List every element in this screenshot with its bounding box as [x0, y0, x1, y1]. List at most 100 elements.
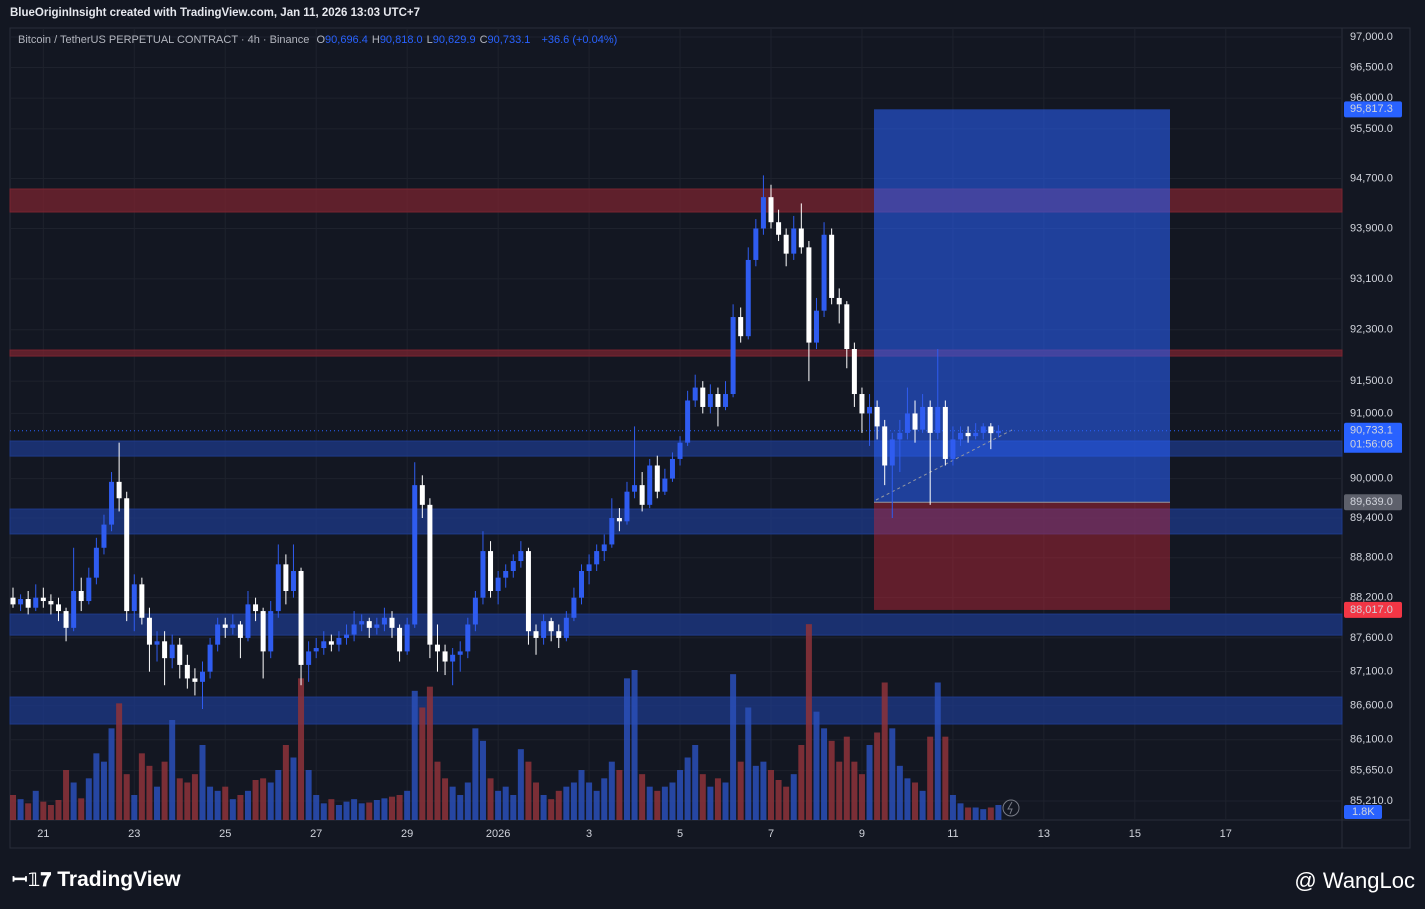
candle-body [10, 597, 16, 605]
candle-body [146, 617, 152, 645]
candle-body [541, 621, 547, 638]
candle-body [958, 432, 963, 440]
candle-body [419, 485, 425, 505]
y-tick-label: 92,300.0 [1350, 324, 1393, 336]
candle-body [995, 430, 1001, 434]
candle-body [525, 551, 531, 632]
volume-bar [775, 780, 782, 820]
candle-body [177, 644, 183, 665]
x-tick-label: 11 [947, 828, 958, 840]
candle-body [33, 597, 39, 608]
volume-bar [927, 736, 934, 820]
brand-logo[interactable]: ꟷ𝟙𝟕 TradingView [12, 866, 181, 892]
countdown: 01:56:06 [1350, 439, 1393, 451]
y-tick-label: 85,210.0 [1350, 795, 1393, 807]
candle-body [556, 631, 562, 638]
volume-bar [17, 799, 24, 820]
y-tick-label: 89,400.0 [1350, 512, 1393, 524]
volume-bar [108, 728, 115, 820]
volume-bar [419, 707, 426, 820]
candle-body [230, 624, 236, 628]
volume-bar [646, 786, 653, 820]
x-tick-label: 27 [310, 828, 322, 840]
candle-body [86, 577, 92, 602]
candle-body [450, 654, 456, 662]
candle-body [776, 222, 782, 235]
candle-body [723, 394, 729, 407]
volume-bar [176, 778, 183, 820]
volume-bar [487, 778, 494, 820]
candle-body [874, 406, 880, 427]
x-tick-label: 23 [128, 828, 140, 840]
candle-body [844, 304, 850, 349]
volume-bar [593, 790, 600, 820]
volume-bar [707, 786, 714, 820]
candle-body [768, 197, 774, 223]
y-tick-label: 87,100.0 [1350, 666, 1393, 678]
candle-body [124, 498, 130, 612]
volume-bar [184, 782, 191, 820]
y-tick-label: 86,100.0 [1350, 734, 1393, 746]
volume-bar [305, 770, 312, 820]
candle-body [488, 551, 494, 592]
volume-bar [199, 745, 206, 820]
volume-bar [63, 770, 70, 820]
volume-bar [896, 765, 903, 820]
candle-body [616, 518, 622, 522]
candle-body [268, 611, 274, 652]
volume-label-box [1344, 805, 1382, 819]
y-tick-label: 95,500.0 [1350, 123, 1393, 135]
candle-body [973, 432, 979, 437]
candle-body [40, 597, 46, 602]
y-tick-label: 88,800.0 [1350, 552, 1393, 564]
brand-icon: ꟷ𝟙𝟕 [12, 870, 52, 891]
price-label-box [1344, 101, 1402, 118]
volume-bar [123, 774, 130, 820]
volume-bar [138, 753, 145, 820]
candle-body [495, 577, 501, 592]
x-tick-label: 3 [586, 828, 592, 840]
volume-bar [222, 786, 229, 820]
volume-bar [813, 711, 820, 820]
alert-icon[interactable] [1002, 799, 1020, 817]
candle-body [859, 394, 865, 414]
volume-bar [381, 798, 388, 820]
candle-body [571, 597, 577, 618]
y-tick-label: 86,600.0 [1350, 700, 1393, 712]
candle-body [927, 406, 933, 433]
candle-body [154, 641, 160, 645]
volume-bar [540, 795, 547, 820]
candle-body [942, 406, 948, 459]
symbol: Bitcoin / TetherUS PERPETUAL CONTRACT · … [18, 34, 310, 46]
volume-bar [745, 707, 752, 820]
volume-bar [692, 745, 699, 820]
candle-body [677, 442, 683, 459]
volume-bar [207, 786, 214, 820]
legend-value: 90,733.1 [487, 34, 531, 46]
volume-bar [267, 782, 274, 820]
volume-bar [472, 728, 479, 820]
candle-body [738, 317, 744, 337]
candle-body [950, 439, 956, 459]
volume-bar [912, 782, 919, 820]
candle-body [245, 604, 251, 638]
price-label-box [1344, 494, 1402, 511]
volume-bar [525, 761, 532, 820]
volume-bar [320, 803, 327, 820]
legend-value: 90,696.4 [325, 34, 368, 46]
volume-bar [25, 803, 32, 820]
volume-bar [169, 720, 176, 820]
y-tick-label: 88,200.0 [1350, 592, 1393, 604]
position-stop [874, 502, 1170, 610]
change: +36.6 (+0.04%) [541, 34, 618, 46]
volume-bar [32, 790, 39, 820]
candle-body [71, 591, 77, 628]
volume-bar [411, 690, 418, 820]
volume-bar [389, 796, 395, 820]
candle-body [510, 561, 516, 572]
volume-bar [457, 795, 464, 820]
volume-bar [343, 801, 350, 820]
volume-bar [957, 803, 964, 820]
candle-body [472, 597, 478, 625]
position-target [874, 109, 1170, 503]
